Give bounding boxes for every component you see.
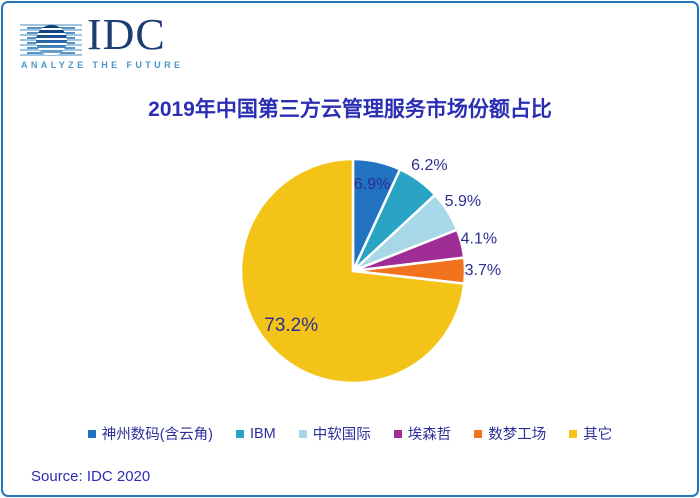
legend-marker-icon [393,429,402,438]
pie-slice-label-4: 3.7% [465,262,501,279]
source-note: Source: IDC 2020 [31,468,151,485]
legend-marker-icon [235,429,244,438]
legend-marker-icon [569,429,578,438]
legend-label: 埃森哲 [407,427,452,443]
legend-marker-icon [298,429,307,438]
pie-slice-label-0: 6.9% [354,176,390,193]
pie-slice-label-1: 6.2% [411,157,447,174]
chart-title: 2019年中国第三方云管理服务市场份额占比 [148,98,552,121]
legend-item-2: 中软国际 [298,423,371,444]
idc-logo-text: IDC [87,10,166,59]
legend-item-0: 神州数码(含云角) [87,423,213,444]
pie-slice-label-3: 4.1% [461,230,497,247]
legend-item-3: 埃森哲 [393,423,452,444]
pie-slice-5 [239,157,466,385]
idc-logo: IDC ANALYZE THE FUTURE [19,10,180,81]
legend-label: 数梦工场 [488,427,547,443]
legend-marker-icon [87,429,96,438]
legend-label: 中软国际 [312,427,371,443]
idc-globe-icon [36,25,67,56]
pie-slice-label-5: 73.2% [264,315,318,336]
chart-legend: 神州数码(含云角) IBM 中软国际 埃森哲 数梦工场 其它 [3,423,697,444]
legend-label: 神州数码(含云角) [101,427,213,443]
legend-label: IBM [249,425,276,442]
legend-item-1: IBM [235,425,276,442]
pie-chart: 6.9% 6.2% 5.9% 4.1% 3.7% 73.2% [239,157,501,385]
legend-item-4: 数梦工场 [474,423,546,444]
legend-label: 其它 [583,427,613,443]
legend-marker-icon [474,429,483,438]
legend-item-5: 其它 [569,423,612,444]
idc-logo-tagline: ANALYZE THE FUTURE [21,60,184,70]
pie-slice-label-2: 5.9% [445,193,481,210]
